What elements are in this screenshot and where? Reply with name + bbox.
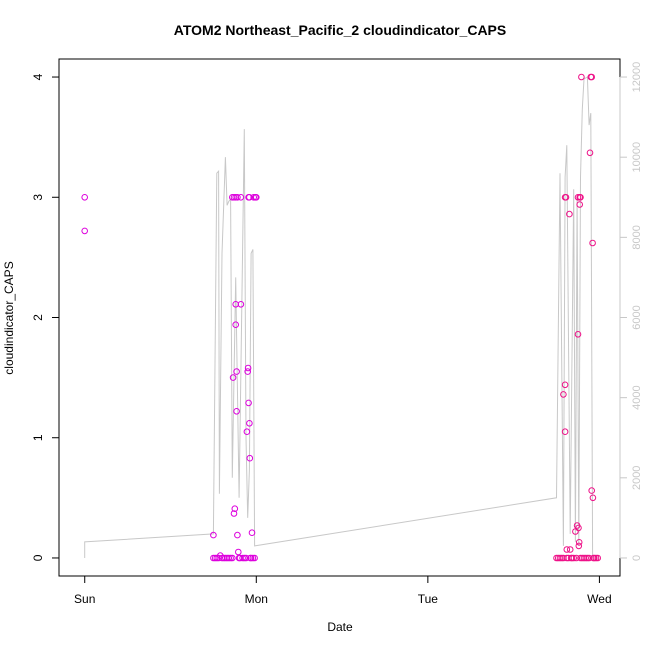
data-point xyxy=(575,524,582,532)
y2-tick-label: 2000 xyxy=(631,466,643,490)
data-point xyxy=(233,408,240,415)
data-point xyxy=(81,227,88,235)
data-point xyxy=(231,505,239,513)
data-point xyxy=(588,73,596,81)
data-point xyxy=(577,194,584,201)
data-point xyxy=(244,368,251,375)
data-point xyxy=(247,554,255,562)
value-line-layer xyxy=(84,76,594,559)
data-point xyxy=(233,368,240,375)
x-axis-label: Date xyxy=(327,620,353,634)
y2-tick-label: 8000 xyxy=(631,225,643,249)
data-point xyxy=(235,548,242,556)
data-point xyxy=(576,201,584,208)
data-point xyxy=(246,420,253,427)
y-axis-label: cloudindicator_CAPS xyxy=(2,261,16,374)
data-point xyxy=(251,554,258,562)
data-point xyxy=(234,194,241,201)
data-point xyxy=(232,321,239,329)
data-point xyxy=(237,301,245,308)
y2-tick-label: 4000 xyxy=(631,385,643,409)
chart-title: ATOM2 Northeast_Pacific_2 cloudindicator… xyxy=(174,22,506,38)
data-point xyxy=(563,546,571,553)
data-point xyxy=(575,542,583,550)
x-tick-label: Sun xyxy=(74,592,95,606)
data-point xyxy=(561,428,569,436)
data-point xyxy=(234,531,241,539)
data-point xyxy=(225,554,233,562)
data-point xyxy=(566,210,573,218)
data-point xyxy=(560,391,567,398)
data-point xyxy=(245,399,252,407)
data-point xyxy=(578,73,585,81)
data-point xyxy=(589,494,597,502)
data-point xyxy=(561,381,569,389)
data-point xyxy=(230,510,238,517)
y-tick-label: 0 xyxy=(31,554,45,561)
data-point xyxy=(575,539,583,546)
data-point xyxy=(244,364,252,372)
data-point xyxy=(588,487,596,494)
x-tick-label: Tue xyxy=(418,592,439,606)
data-point xyxy=(566,546,574,553)
data-point xyxy=(252,194,260,201)
data-point xyxy=(560,554,567,562)
y2-tick-label: 0 xyxy=(631,555,643,561)
y-tick-label: 4 xyxy=(31,73,45,80)
data-point xyxy=(594,554,602,562)
x-tick-label: Mon xyxy=(245,592,268,606)
data-point xyxy=(562,194,570,201)
axes-layer: Sun Mon Tue Wed 0 1 2 3 4 0 2000 4000 6000 8000 10000 1… xyxy=(31,62,643,606)
data-point xyxy=(210,531,217,539)
y2-tick-label: 10000 xyxy=(631,142,643,173)
data-point xyxy=(574,331,582,338)
value-line xyxy=(84,76,594,559)
x-tick-label: Wed xyxy=(587,592,611,606)
data-point xyxy=(237,194,245,201)
data-point xyxy=(589,239,596,247)
points-layer xyxy=(81,73,602,562)
y2-tick-label: 12000 xyxy=(631,62,643,93)
data-point xyxy=(570,554,578,562)
data-point xyxy=(246,454,254,462)
data-point xyxy=(586,149,594,157)
y-tick-label: 1 xyxy=(31,434,45,441)
data-point xyxy=(81,194,88,201)
y2-tick-label: 6000 xyxy=(631,305,643,329)
y-tick-label: 3 xyxy=(31,194,45,201)
plot-frame xyxy=(58,58,621,577)
y-tick-label: 2 xyxy=(31,314,45,321)
data-point xyxy=(229,374,237,381)
data-point xyxy=(248,529,256,537)
data-point xyxy=(243,428,251,436)
data-point xyxy=(229,554,236,562)
